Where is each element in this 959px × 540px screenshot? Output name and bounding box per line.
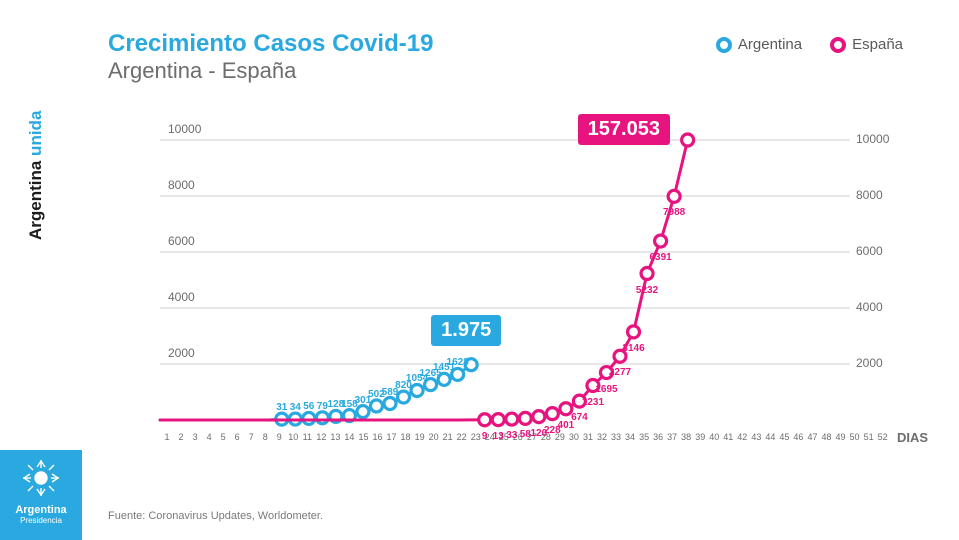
espana-callout: 157.053	[578, 114, 670, 145]
x-tick-label: 40	[707, 432, 721, 448]
data-point-label: 79	[317, 401, 328, 412]
x-tick-label: 44	[763, 432, 777, 448]
x-tick-label: 21	[441, 432, 455, 448]
legend: Argentina España	[716, 36, 903, 53]
x-tick-label: 17	[385, 432, 399, 448]
data-point-label: 34	[290, 402, 301, 413]
y-tick-label-right: 10000	[856, 132, 889, 146]
data-point-label: 5232	[636, 285, 658, 296]
x-tick-label: 38	[679, 432, 693, 448]
y-tick-label-right: 4000	[856, 300, 883, 314]
data-point-label: 58	[520, 429, 531, 440]
x-tick-label: 35	[637, 432, 651, 448]
sidebar-text-a: Argentina	[26, 156, 45, 240]
data-point-label: 1231	[582, 397, 604, 408]
x-tick-label: 46	[791, 432, 805, 448]
y-tick-label-right: 8000	[856, 188, 883, 202]
x-tick-label: 13	[328, 432, 342, 448]
x-tick-label: 33	[609, 432, 623, 448]
x-tick-label: 12	[314, 432, 328, 448]
x-tick-label: 18	[399, 432, 413, 448]
header: Crecimiento Casos Covid-19 Argentina - E…	[108, 30, 433, 84]
data-point-label: 9	[482, 431, 488, 442]
y-tick-label-right: 6000	[856, 244, 883, 258]
data-point-label: 31	[276, 402, 287, 413]
data-point-label: 3146	[622, 343, 644, 354]
x-tick-label: 32	[595, 432, 609, 448]
x-tick-label: 9	[272, 432, 286, 448]
data-point-label: 1628	[447, 357, 469, 368]
emblem-line1: Argentina	[0, 504, 82, 516]
x-tick-label: 14	[342, 432, 356, 448]
y-tick-label-left: 2000	[168, 346, 195, 360]
x-tick-label: 52	[876, 432, 890, 448]
x-tick-label: 31	[581, 432, 595, 448]
x-tick-label: 45	[777, 432, 791, 448]
data-point-label: 6391	[649, 252, 671, 263]
left-sidebar: Argentina unida Argentina Presidencia	[0, 0, 82, 540]
y-tick-label-right: 2000	[856, 356, 883, 370]
legend-item: Argentina	[716, 36, 802, 53]
data-point-label: 7988	[663, 207, 685, 218]
legend-label: Argentina	[738, 36, 802, 53]
x-axis-title: DIAS	[897, 430, 928, 445]
y-tick-label-left: 8000	[168, 178, 195, 192]
x-tick-label: 48	[819, 432, 833, 448]
x-tick-label: 36	[651, 432, 665, 448]
title-line2: Argentina - España	[108, 58, 433, 84]
x-tick-label: 7	[244, 432, 258, 448]
x-tick-label: 51	[862, 432, 876, 448]
data-point-label: 674	[571, 412, 588, 423]
x-tick-label: 2	[174, 432, 188, 448]
sun-emblem-icon	[21, 458, 61, 502]
data-point-label: 33	[506, 430, 517, 441]
y-tick-label-left: 4000	[168, 290, 195, 304]
argentina-callout: 1.975	[431, 315, 501, 346]
x-tick-label: 34	[623, 432, 637, 448]
x-tick-label: 23	[469, 432, 483, 448]
x-tick-label: 30	[567, 432, 581, 448]
chart-area: 2000 2000 4000 4000 6000 6000 8000 8000 10000 100…	[110, 120, 900, 450]
x-tick-label: 15	[356, 432, 370, 448]
x-tick-label: 19	[413, 432, 427, 448]
x-tick-label: 1	[160, 432, 174, 448]
x-tick-label: 39	[693, 432, 707, 448]
x-tick-label: 10	[286, 432, 300, 448]
legend-marker-icon	[830, 37, 846, 53]
x-tick-label: 20	[427, 432, 441, 448]
x-tick-label: 8	[258, 432, 272, 448]
x-tick-label: 42	[735, 432, 749, 448]
sidebar-text: Argentina unida	[26, 111, 46, 240]
x-tick-label: 47	[805, 432, 819, 448]
emblem-box: Argentina Presidencia	[0, 450, 82, 540]
emblem-line2: Presidencia	[0, 516, 82, 525]
sidebar-text-b: unida	[26, 111, 45, 156]
x-tick-label: 41	[721, 432, 735, 448]
legend-marker-icon	[716, 37, 732, 53]
x-tick-label: 16	[370, 432, 384, 448]
x-tick-label: 5	[216, 432, 230, 448]
data-point-label: 56	[303, 401, 314, 412]
data-point-label: 2277	[609, 367, 631, 378]
x-tick-label: 3	[188, 432, 202, 448]
x-tick-label: 4	[202, 432, 216, 448]
x-tick-label: 50	[848, 432, 862, 448]
x-tick-label: 37	[665, 432, 679, 448]
y-tick-label-left: 6000	[168, 234, 195, 248]
legend-label: España	[852, 36, 903, 53]
x-tick-label: 11	[300, 432, 314, 448]
x-tick-label: 43	[749, 432, 763, 448]
data-point-label: 13	[493, 431, 504, 442]
title-line1: Crecimiento Casos Covid-19	[108, 30, 433, 58]
x-tick-label: 6	[230, 432, 244, 448]
x-tick-label: 49	[834, 432, 848, 448]
x-tick-label: 22	[455, 432, 469, 448]
data-point-label: 1695	[595, 384, 617, 395]
legend-item: España	[830, 36, 903, 53]
y-tick-label-left: 10000	[168, 122, 201, 136]
source-text: Fuente: Coronavirus Updates, Worldometer…	[108, 510, 323, 522]
